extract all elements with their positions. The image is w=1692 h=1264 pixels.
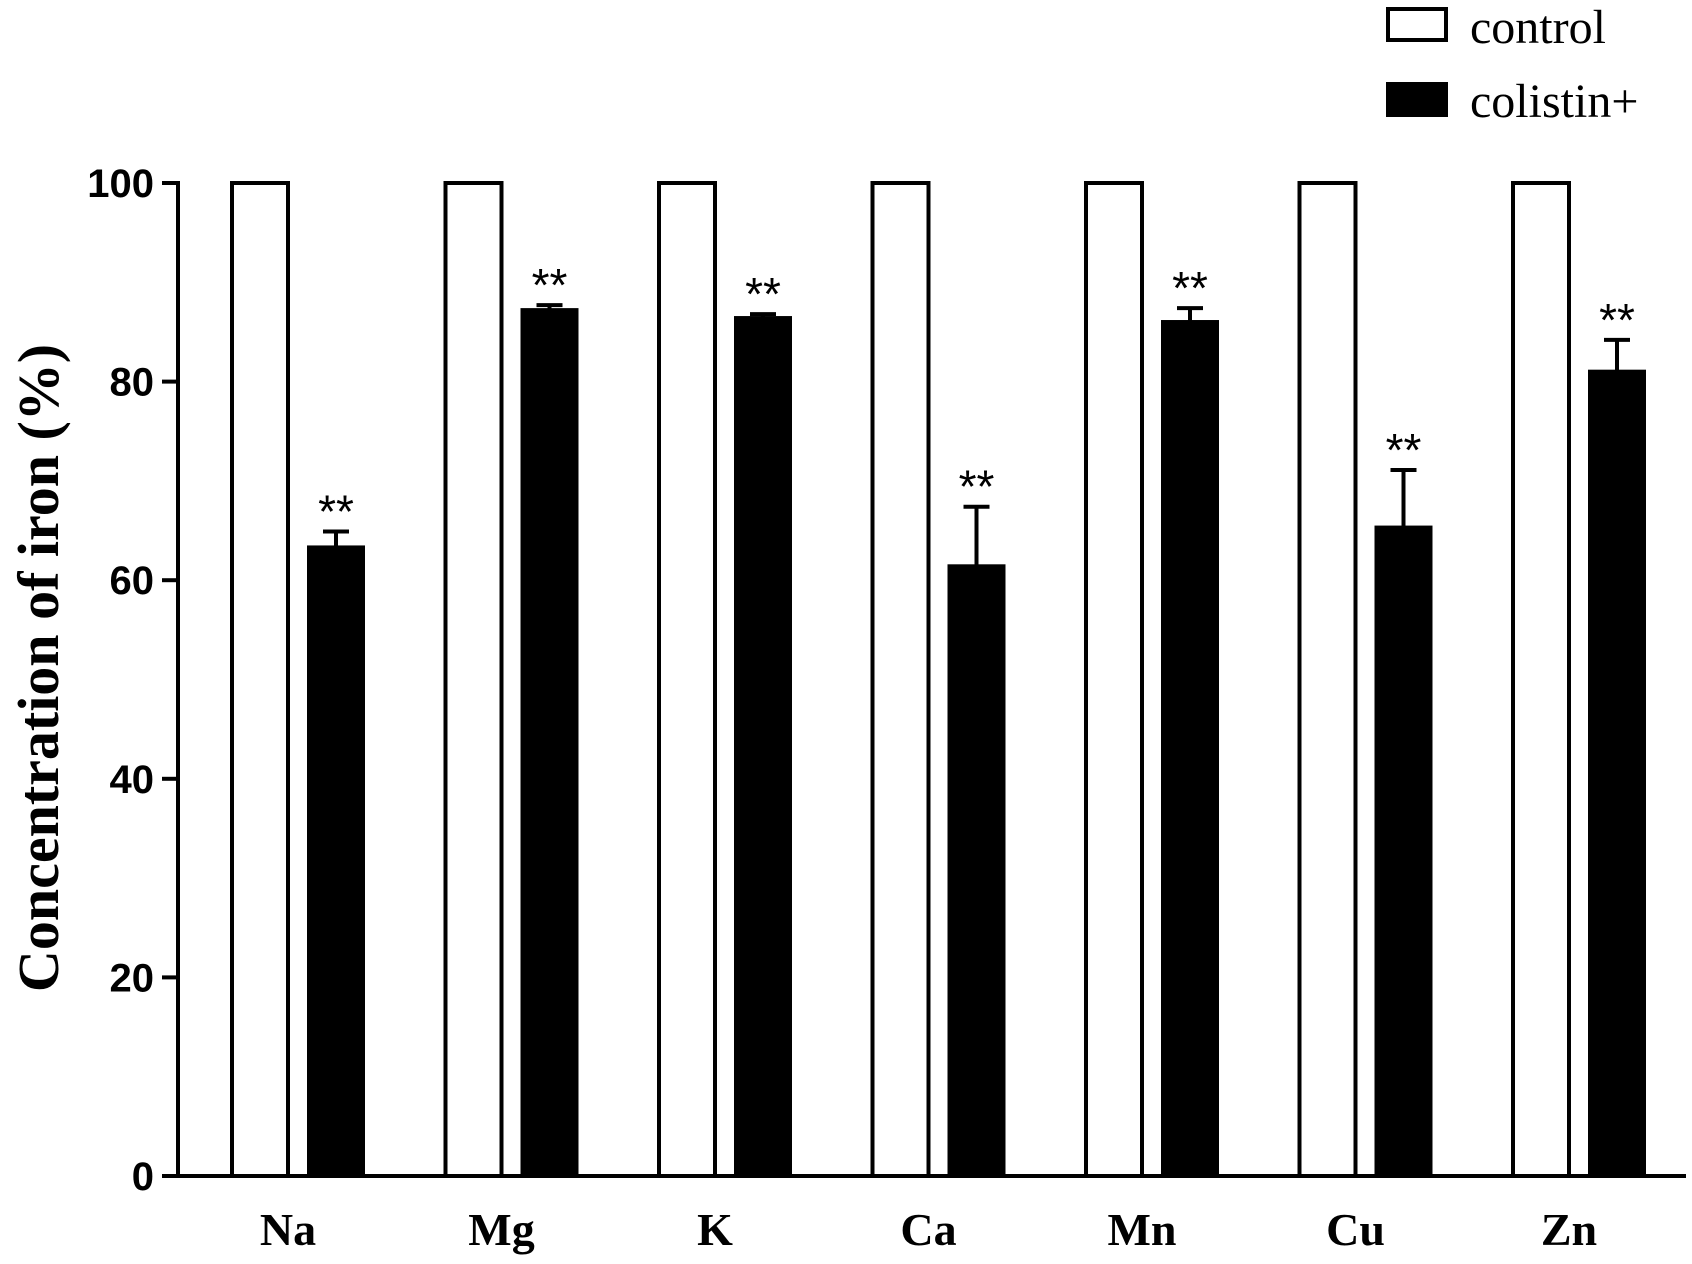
- significance-label-Ca: **: [959, 461, 995, 513]
- x-tick-label-Na: Na: [260, 1204, 316, 1255]
- bar-control-K: [657, 181, 717, 1178]
- bar-colistin-Na: [307, 545, 365, 1177]
- bar-colistin-Mn: [1161, 320, 1219, 1178]
- y-axis: 0 20 40 60 80 100: [87, 162, 180, 1199]
- significance-label-Na: **: [318, 486, 354, 538]
- significance-label-Cu: **: [1386, 424, 1422, 476]
- bar-control-Cu: [1297, 181, 1358, 1178]
- x-tick-label-Mn: Mn: [1108, 1204, 1177, 1255]
- bar-control-Ca: [870, 181, 931, 1178]
- y-tick-label: 60: [110, 559, 155, 603]
- y-tick-label: 80: [110, 361, 155, 405]
- x-axis: Na Mg K Ca Mn Cu Zn: [176, 1174, 1686, 1255]
- bar-control-Mg: [443, 181, 504, 1178]
- x-tick-label-Zn: Zn: [1541, 1204, 1597, 1255]
- bar-control-Na: [230, 181, 290, 1178]
- legend-label-colistin: colistin+: [1470, 75, 1638, 128]
- significance-label-Zn: **: [1599, 294, 1635, 346]
- bars: ** ** ** ** ** ** **: [230, 181, 1646, 1178]
- x-tick-label-Mg: Mg: [468, 1204, 534, 1255]
- x-tick-label-Cu: Cu: [1326, 1204, 1385, 1255]
- legend-swatch-colistin: [1386, 82, 1448, 117]
- y-tick-label: 40: [110, 758, 155, 802]
- y-tick-label: 100: [87, 162, 154, 206]
- y-tick-label: 0: [132, 1155, 154, 1199]
- legend-label-control: control: [1470, 1, 1606, 54]
- significance-label-Mg: **: [532, 259, 568, 311]
- bar-control-Mn: [1084, 181, 1144, 1178]
- significance-label-Mn: **: [1172, 262, 1208, 314]
- x-tick-label-Ca: Ca: [900, 1204, 956, 1255]
- y-axis-title: Concentration of iron (%): [6, 344, 71, 992]
- significance-label-K: **: [745, 268, 781, 320]
- legend: control colistin+: [1386, 1, 1638, 128]
- bar-colistin-K: [734, 316, 792, 1177]
- bar-colistin-Ca: [947, 564, 1006, 1177]
- y-tick-label: 20: [110, 956, 155, 1000]
- bar-control-Zn: [1511, 181, 1571, 1178]
- bar-colistin-Cu: [1374, 525, 1433, 1177]
- bar-colistin-Zn: [1588, 369, 1646, 1177]
- x-tick-label-K: K: [697, 1204, 733, 1255]
- bar-colistin-Mg: [520, 308, 579, 1177]
- legend-swatch-control: [1386, 7, 1448, 42]
